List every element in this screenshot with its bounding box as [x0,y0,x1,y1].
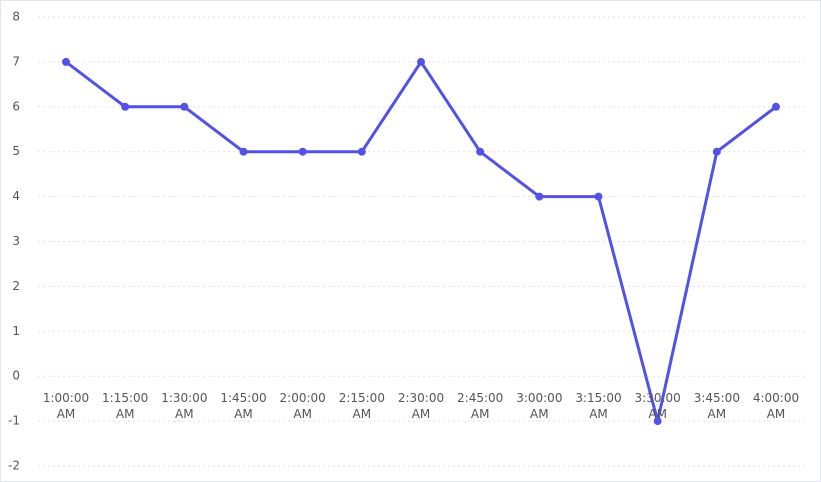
point [772,102,780,111]
point [594,192,603,201]
x-tick-label: 3:30:00 AM [634,391,681,421]
point [239,147,248,156]
y-tick-label: 8 [12,10,20,24]
y-tick-label: 1 [12,324,20,338]
x-tick-label: 2:00:00 AM [279,391,326,421]
x-tick-label: 1:15:00 AM [102,391,149,421]
x-tick-label: 2:30:00 AM [397,391,445,421]
x-tick-label: 2:15:00 AM [338,391,385,421]
y-tick-label: 5 [12,144,20,158]
point [357,147,366,156]
y-tick-label: 2 [12,279,20,293]
point [180,102,189,111]
y-tick-label: 6 [12,99,20,113]
x-tick-label: 2:45:00 AM [457,391,504,421]
x-tick-label: 3:45:00 AM [693,391,740,421]
x-tick-label: 3:00:00 AM [516,391,563,421]
x-tick-label: 1:00:00 AM [42,391,90,421]
point [298,147,307,156]
point [121,102,130,111]
y-tick-label: -1 [8,414,20,428]
point [476,147,485,156]
y-tick-label: 0 [12,369,20,383]
x-tick-label: 1:30:00 AM [161,391,208,421]
point [535,192,544,201]
x-tick-label: 4:00:00 AM [752,391,800,421]
x-tick-label: 1:45:00 AM [220,391,267,421]
point [417,57,425,66]
point [653,417,662,426]
y-tick-label: -2 [8,459,20,473]
point [712,147,721,156]
point [62,57,70,66]
y-tick-label: 4 [12,189,20,203]
x-tick-label: 3:15:00 AM [575,391,622,421]
y-tick-label: 7 [12,54,20,68]
y-tick-label: 3 [12,234,20,248]
